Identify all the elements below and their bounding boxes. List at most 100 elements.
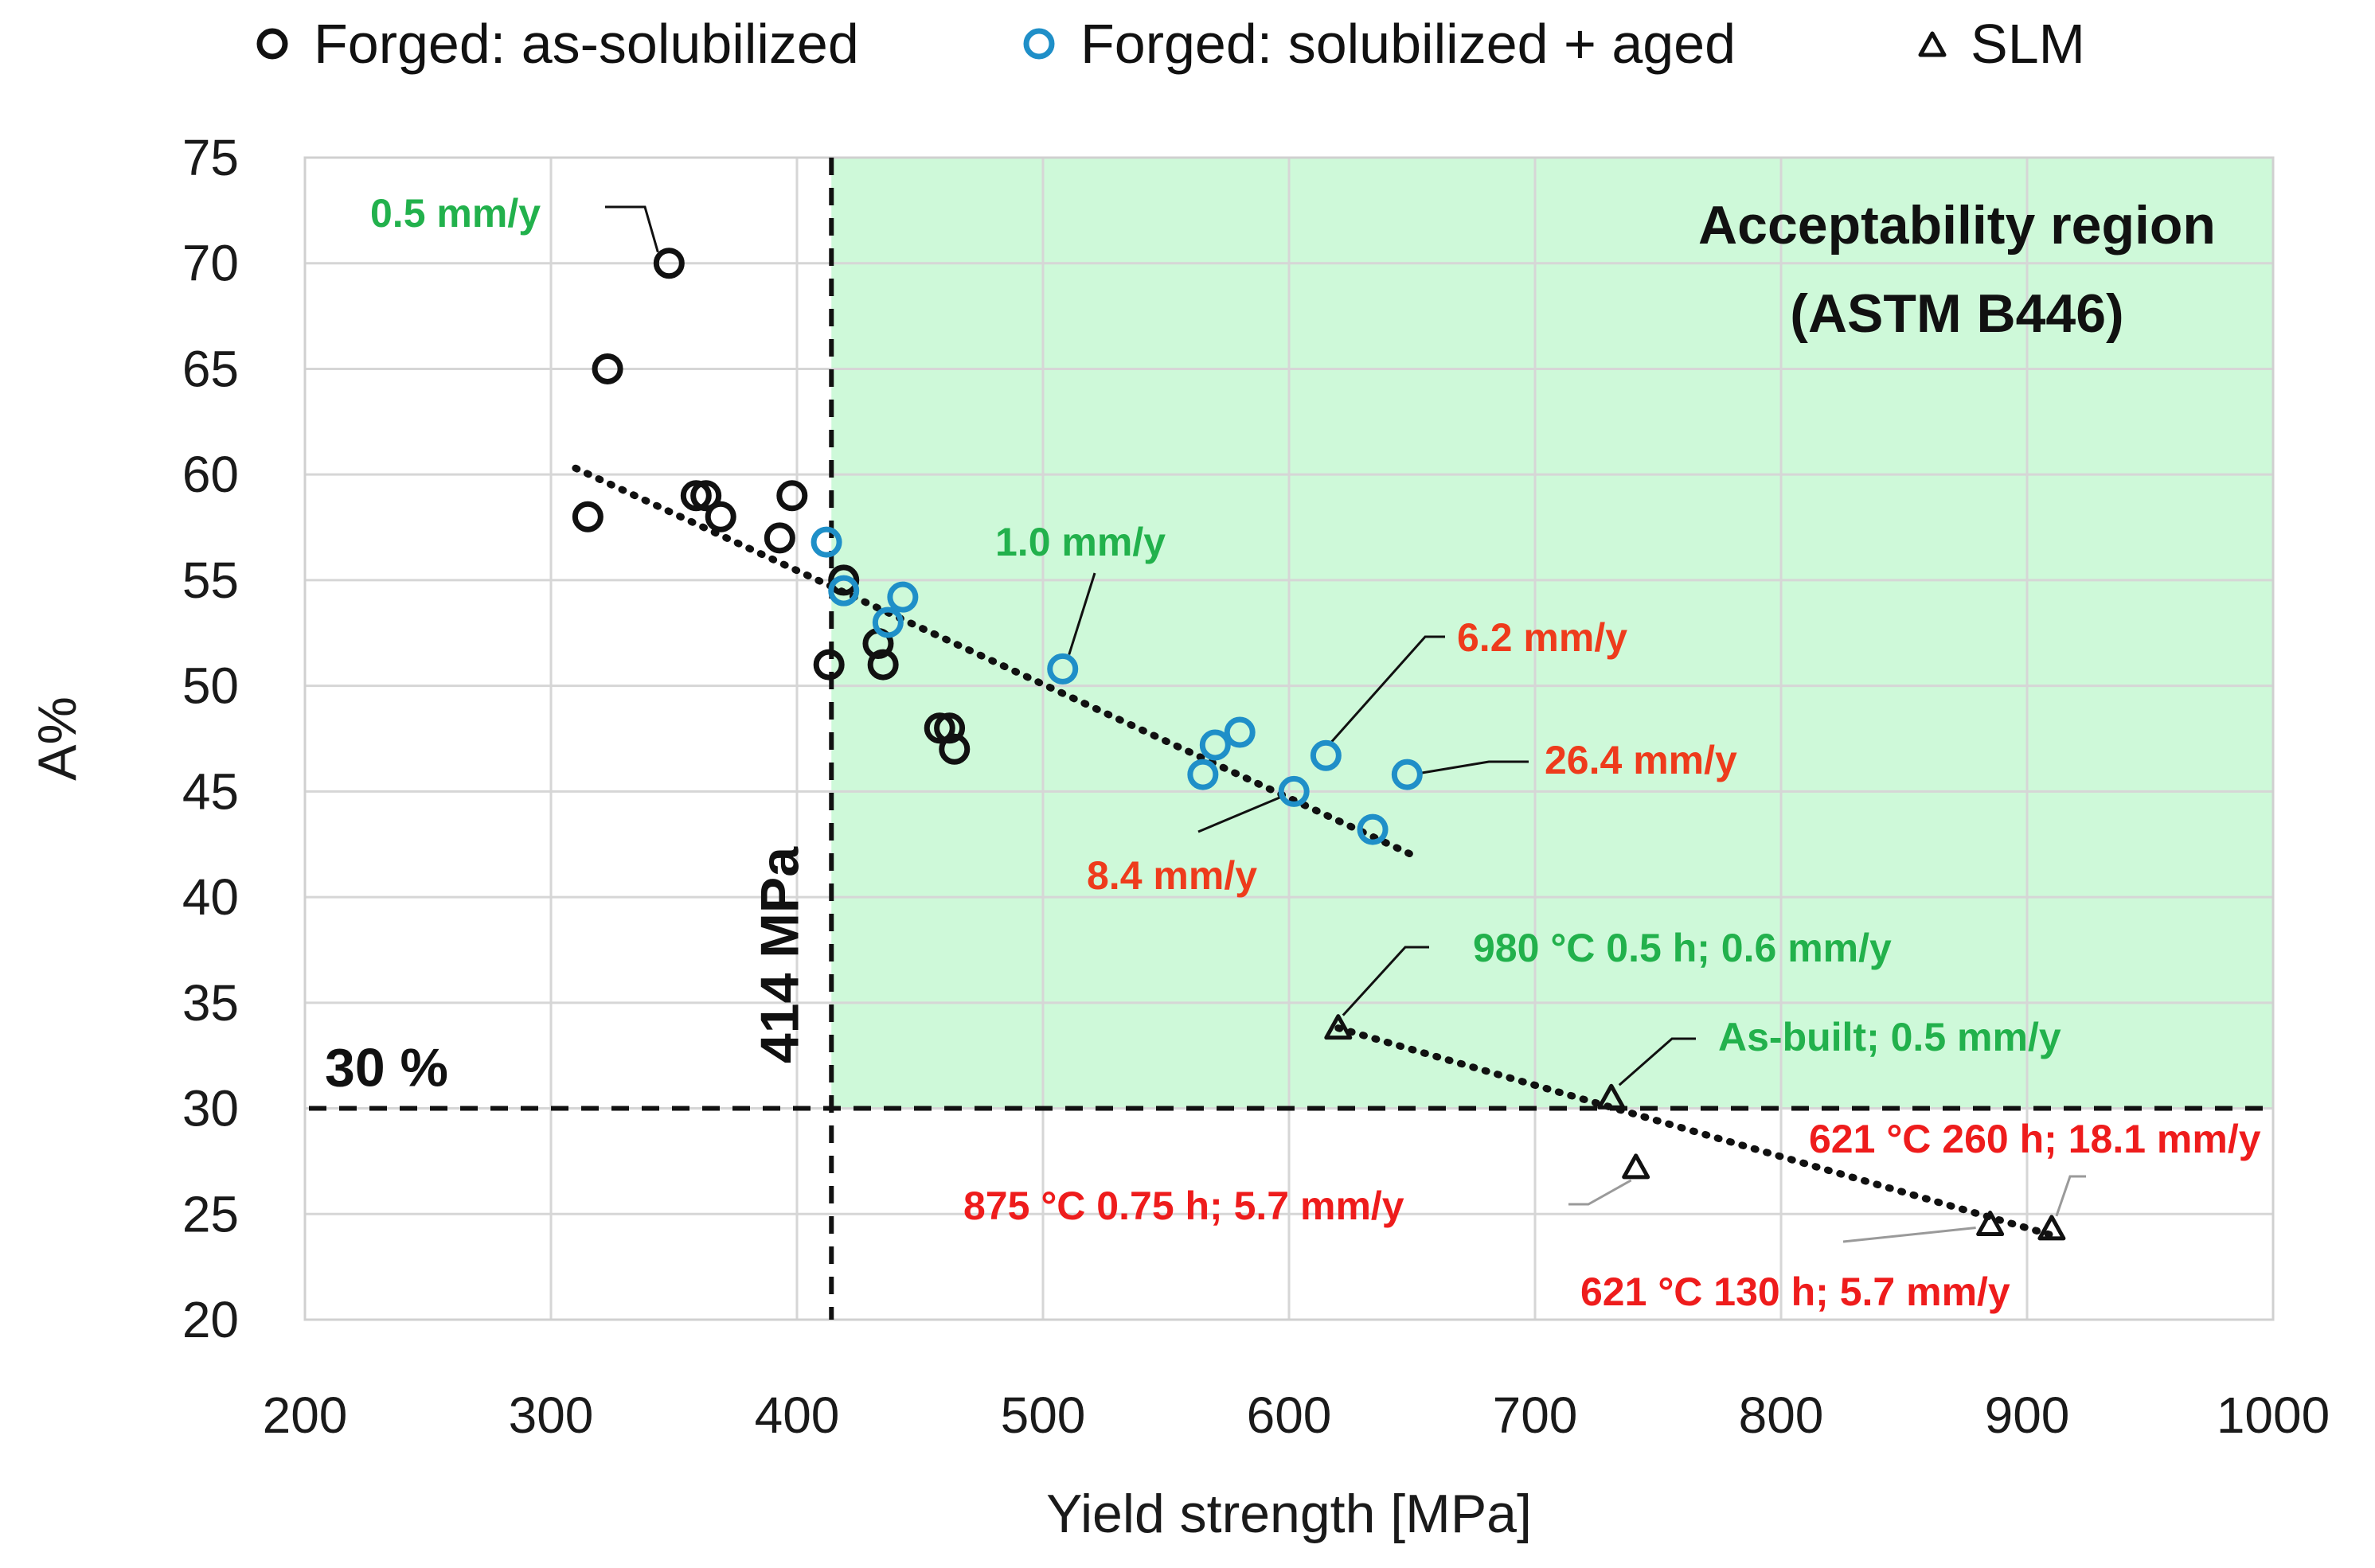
data-point-slm xyxy=(1324,1014,1353,1040)
threshold-414-label: 414 MPa xyxy=(749,846,810,1063)
annotation-leader xyxy=(605,205,659,253)
data-point-solubilized-aged xyxy=(1310,739,1342,771)
trendline xyxy=(1334,1024,2056,1239)
annotation-leader xyxy=(1330,635,1445,744)
data-point-solubilized-aged xyxy=(1391,759,1423,790)
legend-marker xyxy=(1023,28,1055,60)
acceptability-region xyxy=(831,158,2273,1109)
data-point-as-solubilized xyxy=(924,712,955,744)
data-point-solubilized-aged xyxy=(887,581,919,613)
data-point-solubilized-aged xyxy=(1224,716,1256,748)
annotation-leader xyxy=(1068,572,1096,655)
x-tick-label: 700 xyxy=(1493,1387,1578,1444)
data-point-as-solubilized xyxy=(690,480,722,512)
legend-marker-slm xyxy=(1918,31,1947,57)
data-point-as-solubilized xyxy=(653,248,685,279)
y-tick-label: 70 xyxy=(182,235,239,292)
annotation-label: 621 °C 130 h; 5.7 mm/y xyxy=(1580,1270,2010,1314)
data-point-slm xyxy=(1597,1083,1626,1110)
legend-label-slm: SLM xyxy=(1971,13,2085,75)
legend: Forged: as-solubilized Forged: solubiliz… xyxy=(256,13,2085,75)
x-tick-label: 500 xyxy=(1001,1387,1086,1444)
data-point-solubilized-aged xyxy=(1047,653,1079,685)
annotation-leader xyxy=(1421,760,1529,774)
plot-frame xyxy=(303,156,2275,1321)
data-point-as-solubilized xyxy=(680,480,712,512)
data-point-as-solubilized xyxy=(776,480,808,512)
x-axis-title: Yield strength [MPa] xyxy=(1046,1484,1532,1544)
annotation-leader xyxy=(1342,946,1429,1016)
data-point-solubilized-aged xyxy=(872,607,904,638)
x-tick-label: 600 xyxy=(1247,1387,1332,1444)
y-tick-label: 35 xyxy=(182,974,239,1032)
y-tick-label: 25 xyxy=(182,1185,239,1242)
data-point-as-solubilized xyxy=(592,353,623,384)
data-point-solubilized-aged xyxy=(828,575,860,607)
data-point-as-solubilized xyxy=(813,649,845,681)
y-tick-label: 40 xyxy=(182,868,239,926)
data-point-solubilized-aged xyxy=(1278,775,1310,807)
threshold-lines xyxy=(309,158,2273,1320)
annotations: 0.5 mm/y 1.0 mm/y 6.2 mm/y 26.4 mm/y 8.4… xyxy=(370,191,2261,1314)
data-point-slm xyxy=(1976,1211,2005,1237)
legend-label-as-solubilized: Forged: as-solubilized xyxy=(314,13,859,75)
annotation-label: 875 °C 0.75 h; 5.7 mm/y xyxy=(963,1184,1404,1228)
annotation-leader xyxy=(1197,794,1283,833)
trendlines xyxy=(572,464,2056,1239)
legend-marker xyxy=(1918,31,1947,57)
annotation-leader xyxy=(1842,1227,1976,1243)
y-tick-label: 50 xyxy=(182,657,239,715)
data-point-slm xyxy=(1622,1153,1650,1180)
data-point-as-solubilized xyxy=(867,649,899,681)
x-tick-label: 400 xyxy=(755,1387,840,1444)
annotation-leader xyxy=(1568,1179,1632,1206)
y-tick-label: 75 xyxy=(182,129,239,186)
trendline xyxy=(572,464,1416,859)
y-tick-label: 30 xyxy=(182,1080,239,1137)
legend-marker-solubilized-aged xyxy=(1023,28,1055,60)
data-points xyxy=(572,248,2066,1241)
annotation-label: As-built; 0.5 mm/y xyxy=(1718,1015,2061,1059)
annotation-label: 6.2 mm/y xyxy=(1457,615,1627,660)
x-tick-label: 800 xyxy=(1739,1387,1824,1444)
region-label: Acceptability region (ASTM B446) xyxy=(1698,195,2216,344)
x-tick-label: 200 xyxy=(263,1387,348,1444)
y-tick-label: 65 xyxy=(182,340,239,397)
annotation-label: 1.0 mm/y xyxy=(995,520,1166,564)
annotation-label: 8.4 mm/y xyxy=(1087,853,1257,898)
y-tick-label: 55 xyxy=(182,552,239,609)
data-point-solubilized-aged xyxy=(1357,813,1389,845)
x-tick-label: 900 xyxy=(1985,1387,2070,1444)
x-tick-label: 1000 xyxy=(2217,1387,2330,1444)
y-tick-label: 45 xyxy=(182,763,239,820)
annotation-label: 621 °C 260 h; 18.1 mm/y xyxy=(1809,1117,2261,1161)
y-axis-ticks: 20 25 30 35 40 45 50 55 60 65 70 75 xyxy=(182,129,239,1348)
annotation-label: 26.4 mm/y xyxy=(1545,738,1737,782)
legend-label-solubilized-aged: Forged: solubilized + aged xyxy=(1080,13,1736,75)
legend-marker-as-solubilized xyxy=(256,28,288,60)
data-point-solubilized-aged xyxy=(811,526,842,558)
y-tick-label: 60 xyxy=(182,446,239,503)
data-point-as-solubilized xyxy=(764,522,795,554)
region-label-line1: Acceptability region xyxy=(1698,195,2216,255)
data-point-as-solubilized xyxy=(705,501,736,532)
y-axis-title: A% xyxy=(27,696,88,781)
y-tick-label: 20 xyxy=(182,1291,239,1348)
x-tick-label: 300 xyxy=(509,1387,594,1444)
annotation-leader xyxy=(1618,1037,1696,1086)
data-point-as-solubilized xyxy=(828,564,860,596)
annotation-label: 0.5 mm/y xyxy=(370,191,541,236)
data-point-solubilized-aged xyxy=(1199,729,1231,761)
data-point-as-solubilized xyxy=(934,712,966,744)
legend-marker xyxy=(256,28,288,60)
threshold-30-label: 30 % xyxy=(325,1038,448,1098)
region-label-line2: (ASTM B446) xyxy=(1790,283,2123,344)
data-point-as-solubilized xyxy=(572,501,604,532)
data-point-solubilized-aged xyxy=(1187,759,1219,790)
annotation-leader xyxy=(2055,1175,2086,1217)
data-point-slm xyxy=(2037,1215,2066,1241)
annotation-leaders xyxy=(605,205,2086,1243)
annotation-label: 980 °C 0.5 h; 0.6 mm/y xyxy=(1473,926,1892,970)
data-point-as-solubilized xyxy=(939,733,971,765)
